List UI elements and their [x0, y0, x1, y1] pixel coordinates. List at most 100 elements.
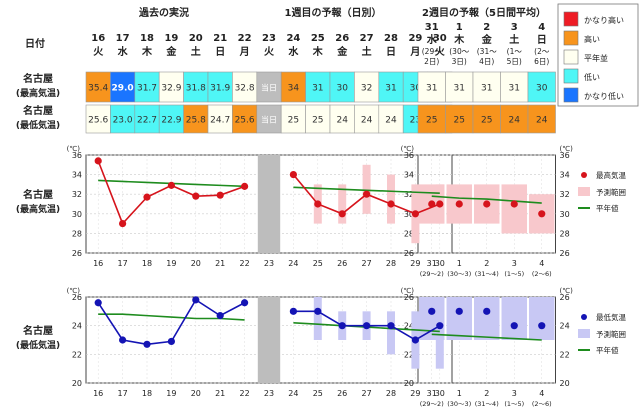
low-chart-forecast-point	[289, 307, 297, 315]
low-chart-xtick-label: 30	[435, 389, 445, 398]
low-row-cell	[527, 104, 556, 134]
low-chart-observed-point	[192, 296, 200, 304]
high-row-cell	[527, 71, 556, 103]
low-chart-forecast-point	[411, 336, 419, 344]
high-chart-xtick-label: 22	[240, 259, 250, 268]
low-row-today-label: 当日	[261, 115, 277, 125]
header-day-number: 23	[262, 33, 276, 44]
high-chart-ytick-label: 28	[72, 229, 82, 238]
high-row-cell	[158, 71, 184, 103]
low-chart-xtick-sub-label: (30～3)	[447, 400, 471, 408]
high-chart-range-bar	[387, 174, 395, 224]
high-chart-legend-point	[581, 172, 587, 178]
low-chart-xtick-label: 16	[93, 389, 103, 398]
low-row-cell	[280, 104, 306, 134]
high-row-cell-value: 29.0	[111, 84, 133, 94]
low-chart-xtick-label: 19	[166, 389, 176, 398]
low-chart-ytick-label: 20	[72, 379, 82, 388]
high-chart-normal-line	[293, 186, 440, 195]
high-row-cell	[445, 71, 474, 103]
header-weekday: 火	[264, 46, 275, 58]
low-chart-xtick-label: 29	[410, 389, 420, 398]
category-legend-swatch	[563, 49, 579, 65]
low-row-cell-value: 24	[536, 116, 548, 126]
high-chart-legend-label: 最高気温	[596, 170, 626, 180]
header-period-range: (30～	[449, 47, 469, 56]
header-day-number: 17	[116, 33, 130, 44]
category-legend-label: かなり低い	[584, 91, 624, 101]
low-row-cell	[417, 104, 446, 134]
high-chart-xtick-label: 23	[264, 259, 274, 268]
low-chart-legend-label: 平年値	[596, 345, 619, 355]
header-day-number: 20	[189, 33, 203, 44]
high-row-cell	[472, 71, 501, 103]
high-chart-week2-point	[428, 200, 436, 208]
high-row-cell-value: 31	[454, 84, 465, 94]
header-period-range: 3日)	[452, 57, 467, 66]
low-chart-ytick-label: 22	[560, 350, 570, 359]
high-row-cell-value: 30	[336, 84, 348, 94]
high-chart-observed-point	[216, 191, 224, 199]
high-chart-side-label: 名古屋	[23, 188, 53, 201]
low-row-cell-value: 22.7	[137, 116, 157, 126]
header-weekday: 月	[409, 46, 420, 58]
low-row-cell-value: 22.9	[161, 116, 181, 126]
low-row-cell-value: 24	[509, 116, 521, 126]
high-chart-xtick-label: 3	[512, 259, 517, 268]
high-chart-forecast-point	[436, 200, 444, 208]
row-label-high: 名古屋	[23, 72, 53, 85]
low-chart-xtick-label: 3	[512, 389, 517, 398]
high-chart-xtick-label: 17	[118, 259, 128, 268]
header-period-range: (29～	[422, 47, 442, 56]
high-row-cell	[417, 71, 446, 103]
low-chart-ytick-label: 24	[404, 322, 414, 331]
low-chart-range-bar	[387, 311, 395, 355]
low-chart-normal-line	[431, 333, 542, 341]
low-row-cell	[472, 104, 501, 134]
low-chart-ytick-label: 24	[560, 322, 570, 331]
low-chart-ytick-label: 20	[404, 379, 414, 388]
low-chart-legend-point	[581, 314, 587, 320]
header-weekday: 木	[312, 45, 324, 58]
high-chart-xtick-label: 30	[435, 259, 445, 268]
low-row-cell-value: 25	[426, 116, 437, 126]
low-chart-xtick-label: 20	[191, 389, 201, 398]
high-row-cell-value: 30	[536, 84, 548, 94]
high-chart-xtick-label: 19	[166, 259, 176, 268]
high-row-cell	[134, 71, 160, 103]
high-row-cell-value: 31	[312, 84, 323, 94]
high-chart-range-bar	[362, 164, 371, 214]
high-chart-ytick-label: 32	[404, 190, 414, 199]
header-week2: 2週目の予報（5日間平均）	[422, 6, 546, 19]
high-chart-xtick-label: 18	[142, 259, 152, 268]
high-chart-forecast-point	[387, 200, 395, 208]
category-legend-swatch	[563, 30, 579, 46]
low-row-cell-value: 25	[454, 116, 465, 126]
high-chart-observed-point	[94, 157, 102, 165]
high-chart-xtick-label: 20	[191, 259, 201, 268]
low-row-cell	[207, 104, 233, 134]
high-chart-xtick-label: 21	[215, 259, 225, 268]
low-chart-week2-point	[538, 322, 546, 330]
header-day-number: 25	[311, 33, 325, 44]
header-day-number: 18	[140, 33, 154, 44]
header-past: 過去の実況	[138, 6, 189, 19]
low-chart-xtick-label: 27	[362, 389, 372, 398]
header-day-number: 29	[408, 33, 422, 44]
header-weekday: 月	[239, 46, 250, 58]
low-chart-range-band	[446, 297, 472, 340]
high-chart-observed-point	[167, 181, 175, 189]
low-chart-ylabel: (℃)	[401, 287, 415, 295]
low-row-cell-value: 25.6	[88, 116, 108, 126]
high-chart-legend-label: 平年値	[596, 203, 619, 213]
low-chart-xtick-sub-label: (1～5)	[504, 400, 524, 408]
low-chart-xtick-label: 24	[288, 389, 298, 398]
low-row-cell-value: 24.7	[210, 116, 230, 126]
low-row-cell-value: 24	[336, 116, 348, 126]
header-period-range: 4日)	[479, 57, 494, 66]
high-chart-week2-point	[510, 200, 518, 208]
header-period-weekday: 土	[509, 33, 519, 46]
high-row-cell	[354, 71, 380, 103]
low-chart-forecast-point	[338, 322, 346, 330]
